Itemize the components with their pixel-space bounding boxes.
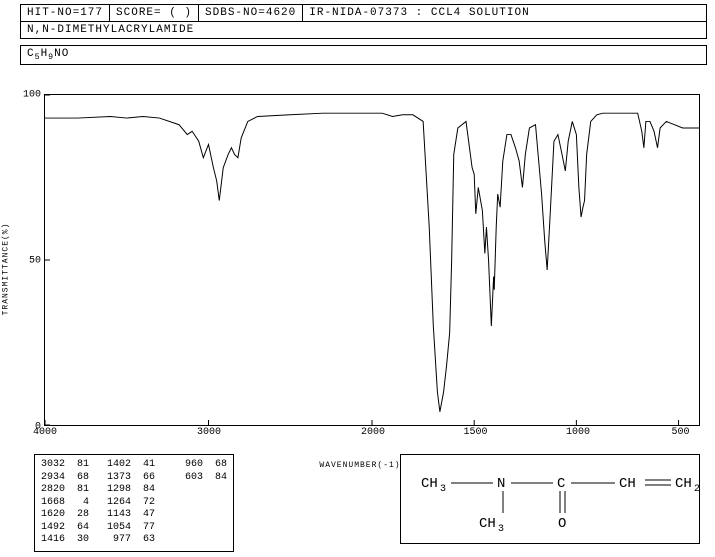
peak-row: 1668 4 1264 72 <box>41 497 227 510</box>
ir-info-cell: IR-NIDA-07373 : CCL4 SOLUTION <box>303 5 706 21</box>
hit-no-cell: HIT-NO=177 <box>21 5 110 21</box>
label-ch2-sub: 2 <box>694 484 700 495</box>
ir-spectrum-chart: TRANSMITTANCE(%) 05010040003000200015001… <box>20 94 700 444</box>
y-axis-label: TRANSMITTANCE(%) <box>2 223 11 316</box>
plot-area: 05010040003000200015001000500 <box>44 94 700 426</box>
score-cell: SCORE= ( ) <box>110 5 199 21</box>
x-axis-label: WAVENUMBER(-1) <box>319 461 400 470</box>
peak-row: 3032 81 1402 41 960 68 <box>41 459 227 472</box>
y-tick-label: 100 <box>23 90 45 101</box>
label-c: C <box>557 476 565 492</box>
label-n: N <box>497 476 505 492</box>
sdbs-no-cell: SDBS-NO=4620 <box>199 5 303 21</box>
header-bar: HIT-NO=177 SCORE= ( ) SDBS-NO=4620 IR-NI… <box>20 4 707 22</box>
peak-table: 3032 81 1402 41 960 682934 68 1373 66 60… <box>34 454 234 552</box>
label-ch3a: CH <box>421 476 438 492</box>
label-ch3a-sub: 3 <box>440 484 446 495</box>
molecular-formula: C5H9NO <box>20 45 707 65</box>
structure-svg: CH 3 N C CH CH 2 CH 3 O <box>401 455 701 545</box>
label-ch3b-sub: 3 <box>498 524 504 535</box>
x-tick-label: 1000 <box>566 425 590 438</box>
spectrum-line <box>45 95 699 425</box>
label-ch: CH <box>619 476 636 492</box>
x-tick-label: 3000 <box>197 425 221 438</box>
x-tick-label: 2000 <box>361 425 385 438</box>
label-ch3b: CH <box>479 516 496 532</box>
peak-row: 1620 28 1143 47 <box>41 509 227 522</box>
y-tick-label: 50 <box>29 256 45 267</box>
peak-row: 1492 64 1054 77 <box>41 522 227 535</box>
structure-diagram: CH 3 N C CH CH 2 CH 3 O <box>400 454 700 544</box>
x-tick-label: 1500 <box>463 425 487 438</box>
compound-name: N,N-DIMETHYLACRYLAMIDE <box>20 22 707 39</box>
x-tick-label: 4000 <box>33 425 57 438</box>
peak-row: 1416 30 977 63 <box>41 534 227 547</box>
peak-row: 2820 81 1298 84 <box>41 484 227 497</box>
label-o: O <box>558 516 566 532</box>
x-tick-label: 500 <box>671 425 689 438</box>
peak-row: 2934 68 1373 66 603 84 <box>41 472 227 485</box>
label-ch2: CH <box>675 476 692 492</box>
